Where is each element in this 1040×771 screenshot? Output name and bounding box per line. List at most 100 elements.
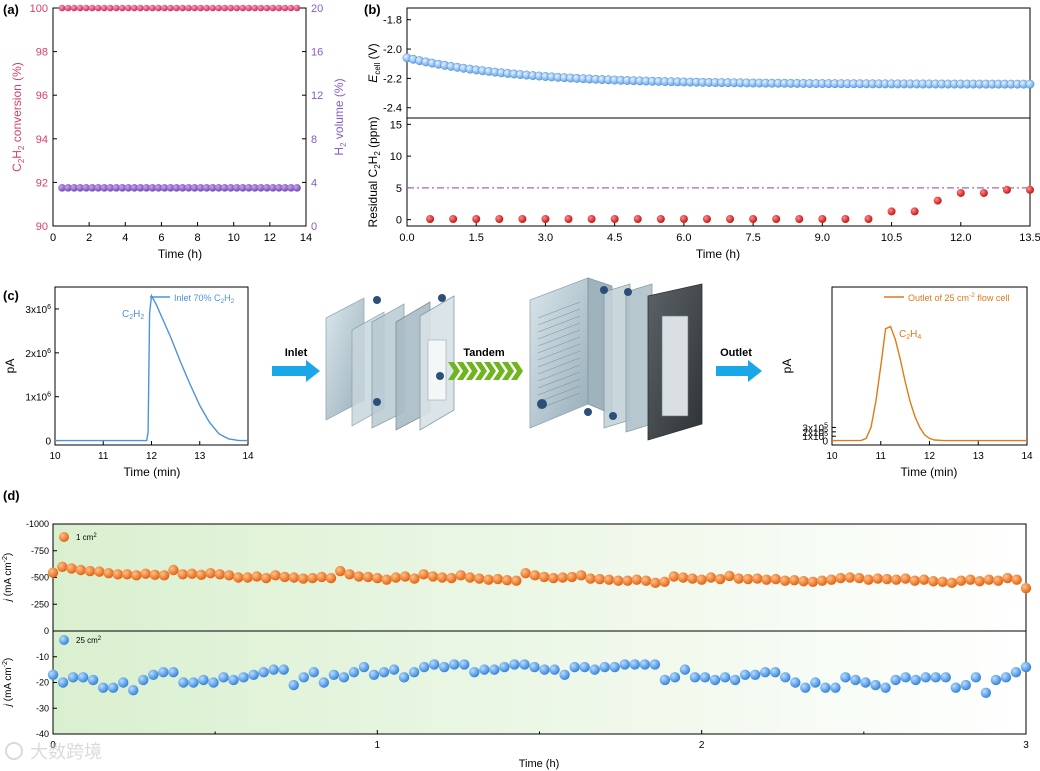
d-1cm2-point (622, 575, 633, 586)
d-bottom-tick-label: -10 (36, 652, 49, 662)
a-x-tick-label: 0 (50, 232, 56, 244)
a-right-tick-label: 12 (311, 90, 323, 102)
d-1cm2-point (557, 572, 568, 583)
a-conversion-point (221, 4, 228, 12)
a-conversion-point (100, 4, 108, 12)
d-1cm2-point (677, 572, 689, 583)
d-25cm2-point (459, 659, 470, 670)
d-1cm2-point (233, 572, 244, 583)
d-25cm2-point (970, 672, 982, 683)
panel-b: -1.8 -2.0 -2.2 -2.4 0 5 10 15 0.0 1.5 3.0 4.5 6.0 7… (366, 7, 1040, 261)
d-25cm2-point (649, 659, 661, 670)
d-25cm2-point (408, 667, 420, 678)
panel-d-1cm2-series (47, 561, 1032, 594)
b-top-tick-label: -2.4 (383, 103, 402, 115)
b-ecell-point (1025, 79, 1035, 89)
b-x-tick-label: 0.0 (399, 232, 414, 244)
d-25cm2-point (860, 677, 871, 688)
stack-channel-line (537, 315, 581, 333)
d-25cm2-point (790, 677, 801, 688)
watermark: 大数跨境 (5, 742, 102, 762)
d-1cm2-point (650, 577, 661, 589)
d-25cm2-point (830, 682, 841, 693)
a-h2-volume-point (232, 184, 241, 192)
a-h2-volume-point (238, 184, 247, 192)
a-right-tick-label: 20 (311, 3, 323, 15)
a-conversion-point (251, 4, 259, 12)
d-1cm2-point (75, 564, 87, 576)
a-conversion-point (197, 4, 204, 12)
b-residual-point (472, 215, 481, 224)
a-conversion-point (275, 4, 283, 12)
d-1cm2-point (298, 573, 309, 584)
a-h2-volume-point (112, 184, 121, 192)
d-1cm2-point (696, 574, 707, 585)
d-1cm2-point (131, 570, 142, 581)
a-h2-volume-point (287, 184, 295, 192)
b-residual-point (449, 215, 458, 224)
d-1cm2-point (789, 574, 800, 586)
d-1cm2-point (585, 573, 596, 584)
d-1cm2-point (594, 573, 605, 585)
d-top-tick-label: 0 (44, 626, 49, 636)
b-residual-point (679, 215, 688, 224)
d-25cm2-point (749, 669, 761, 680)
d-1cm2-point (844, 572, 856, 583)
a-right-tick-label: 0 (311, 221, 317, 233)
co-x-tick-label: 10 (826, 451, 838, 462)
d-1cm2-point (344, 569, 355, 580)
d-1cm2-point (854, 572, 865, 584)
a-h2-volume-point (148, 184, 157, 192)
d-25cm2-point (519, 659, 530, 670)
b-x-tick-label: 1.5 (469, 232, 484, 244)
a-conversion-point (76, 4, 84, 12)
d-1cm2-point (437, 572, 448, 583)
d-1cm2-point (835, 572, 846, 584)
tandem-stack (529, 277, 703, 441)
d-1cm2-point (993, 575, 1004, 586)
b-residual-point (587, 215, 596, 224)
d-1cm2-point (742, 573, 754, 585)
d-1cm2-point (307, 572, 318, 584)
d-25cm2-point (930, 672, 941, 683)
d-1cm2-point (752, 573, 763, 584)
a-conversion-point (124, 4, 132, 12)
a-x-tick-label: 8 (195, 232, 201, 244)
d-1cm2-point (761, 574, 772, 585)
panel-b-top-y-axis: -1.8 -2.0 -2.2 -2.4 (383, 15, 411, 115)
b-residual-point (1026, 185, 1034, 194)
d-25cm2-point (388, 664, 400, 675)
d-1cm2-point (251, 571, 263, 582)
b-residual-point (726, 215, 735, 224)
b-residual-point (772, 215, 781, 224)
stack-channel-line (537, 301, 581, 319)
d-top-tick-label: -750 (31, 546, 49, 556)
d-25cm2-point (980, 687, 992, 698)
d-top-tick-label: -250 (31, 599, 49, 609)
d-1cm2-point (955, 575, 967, 586)
panel-d-top-ylabel: j (mA cm-2) (2, 553, 14, 603)
d-25cm2-point (378, 667, 390, 678)
d-25cm2-point (499, 661, 510, 673)
d-1cm2-point (705, 572, 717, 583)
panel-a-xlabel: Time (h) (158, 247, 202, 261)
a-h2-volume-point (226, 184, 235, 192)
d-25cm2-point (168, 667, 179, 678)
b-top-tick-label: -1.8 (383, 15, 402, 27)
d-1cm2-point (446, 572, 457, 584)
d-25cm2-point (910, 674, 921, 686)
co-y-tick-label: 3x105 (802, 422, 828, 434)
tandem-chevron (457, 362, 469, 380)
d-1cm2-point (779, 575, 791, 586)
tandem-chevron (466, 362, 478, 380)
d-25cm2-point (148, 669, 159, 680)
stack-channel-line (537, 329, 581, 347)
a-h2-volume-point (190, 184, 199, 192)
b-residual-point (933, 196, 942, 205)
d-25cm2-point (228, 674, 239, 686)
a-conversion-point (287, 4, 295, 12)
d-25cm2-point (1020, 661, 1032, 673)
d-1cm2-point (372, 572, 383, 584)
stack-channel-line (537, 371, 581, 389)
a-conversion-point (173, 4, 180, 12)
